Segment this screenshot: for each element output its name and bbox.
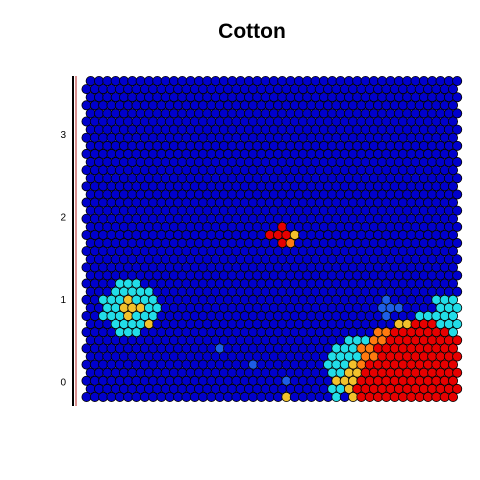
hex-cell bbox=[243, 76, 254, 87]
y-tick-label: 0 bbox=[60, 377, 66, 388]
hex-cell bbox=[452, 205, 463, 216]
hex-cell bbox=[202, 76, 213, 87]
hex-cell bbox=[448, 246, 459, 257]
hex-cell bbox=[260, 76, 271, 87]
hex-cell bbox=[210, 76, 221, 87]
hex-cell bbox=[452, 76, 463, 87]
hex-cell bbox=[393, 76, 404, 87]
hex-cell bbox=[448, 278, 459, 289]
hex-cell bbox=[452, 221, 463, 232]
hex-cell bbox=[135, 76, 146, 87]
chart-title: Cotton bbox=[218, 20, 286, 43]
hex-cell bbox=[368, 76, 379, 87]
hex-cell bbox=[448, 84, 459, 95]
hex-cell bbox=[177, 76, 188, 87]
hex-cell bbox=[452, 124, 463, 135]
hex-cell bbox=[94, 76, 105, 87]
hex-cell bbox=[452, 335, 463, 346]
hex-cell bbox=[452, 254, 463, 265]
hex-cell bbox=[448, 181, 459, 192]
hex-cell bbox=[448, 100, 459, 111]
hex-cell bbox=[118, 76, 129, 87]
hex-cell bbox=[448, 327, 459, 338]
hex-cell bbox=[85, 76, 96, 87]
hex-cell bbox=[110, 76, 121, 87]
hex-cell bbox=[452, 189, 463, 200]
hex-cell bbox=[448, 165, 459, 176]
hex-cell bbox=[343, 76, 354, 87]
hex-cell bbox=[385, 76, 396, 87]
hex-cell bbox=[448, 375, 459, 386]
hex-cell bbox=[448, 148, 459, 159]
hex-cell bbox=[302, 76, 313, 87]
hex-cell bbox=[160, 76, 171, 87]
hex-cell bbox=[360, 76, 371, 87]
hex-cell bbox=[448, 310, 459, 321]
hex-cell bbox=[452, 238, 463, 249]
hex-cell bbox=[152, 76, 163, 87]
hex-cell bbox=[452, 157, 463, 168]
hex-cell bbox=[418, 76, 429, 87]
hex-cell bbox=[452, 383, 463, 394]
hex-cell bbox=[268, 76, 279, 87]
hex-cell bbox=[293, 76, 304, 87]
hex-cell bbox=[327, 76, 338, 87]
hex-cell bbox=[452, 92, 463, 103]
y-tick-labels: 0 1 2 3 bbox=[60, 130, 66, 388]
hex-cell bbox=[427, 76, 438, 87]
hex-cells bbox=[81, 76, 463, 402]
hex-cell bbox=[335, 76, 346, 87]
hex-cell bbox=[448, 116, 459, 127]
hex-cell bbox=[127, 76, 138, 87]
hex-cell bbox=[448, 294, 459, 305]
hex-cell bbox=[193, 76, 204, 87]
hex-cell bbox=[448, 343, 459, 354]
hex-cell bbox=[310, 76, 321, 87]
hex-cell bbox=[352, 76, 363, 87]
hex-cell bbox=[218, 76, 229, 87]
y-tick-label: 2 bbox=[60, 212, 66, 223]
hex-cell bbox=[452, 173, 463, 184]
hex-cell bbox=[443, 76, 454, 87]
hex-cell bbox=[185, 76, 196, 87]
hex-cell bbox=[452, 351, 463, 362]
hex-cell bbox=[452, 286, 463, 297]
hex-cell bbox=[452, 367, 463, 378]
hex-cell bbox=[452, 302, 463, 313]
hex-cell bbox=[448, 132, 459, 143]
hex-cell bbox=[277, 76, 288, 87]
hex-cell bbox=[452, 319, 463, 330]
hex-cell bbox=[102, 76, 113, 87]
hex-cell bbox=[252, 76, 263, 87]
hex-cell bbox=[227, 76, 238, 87]
hex-cell bbox=[448, 359, 459, 370]
y-tick-label: 3 bbox=[60, 130, 66, 141]
hex-cell bbox=[435, 76, 446, 87]
hex-cell bbox=[452, 108, 463, 119]
hex-cell bbox=[285, 76, 296, 87]
hex-cell bbox=[318, 76, 329, 87]
hex-cell bbox=[410, 76, 421, 87]
hex-cell bbox=[452, 140, 463, 151]
hex-cell bbox=[143, 76, 154, 87]
hex-cell bbox=[448, 213, 459, 224]
hex-cell bbox=[235, 76, 246, 87]
y-tick-label: 1 bbox=[60, 295, 66, 306]
hex-cell bbox=[452, 270, 463, 281]
hex-cell bbox=[448, 262, 459, 273]
hex-cell bbox=[448, 229, 459, 240]
hex-cell bbox=[402, 76, 413, 87]
hex-cell bbox=[448, 197, 459, 208]
hex-cell bbox=[377, 76, 388, 87]
hex-cell bbox=[448, 391, 459, 402]
hex-cell bbox=[168, 76, 179, 87]
